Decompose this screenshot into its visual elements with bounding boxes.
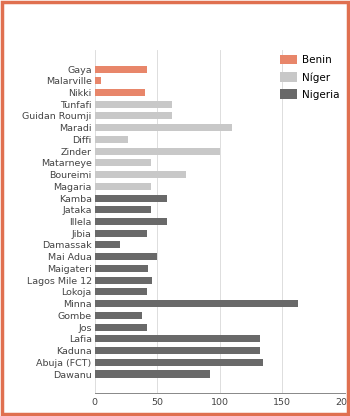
Bar (94, 265, 148, 272)
Bar (94, 218, 167, 225)
Bar (94, 300, 299, 307)
Bar (94, 347, 260, 354)
Legend: Benin, Níger, Nigeria: Benin, Níger, Nigeria (280, 55, 340, 99)
Bar (94, 253, 157, 260)
Bar (94, 359, 264, 366)
Bar (94, 312, 142, 319)
Bar (94, 277, 152, 284)
Bar (94, 136, 128, 143)
Bar (94, 371, 210, 378)
Text: Variación del precio del maíz en febrero de 2008
en comparación con el febrero d: Variación del precio del maíz en febrero… (0, 15, 350, 50)
Bar (94, 195, 167, 202)
Bar (94, 89, 145, 96)
Bar (94, 101, 172, 108)
Bar (94, 77, 101, 84)
Bar (94, 66, 147, 72)
Bar (94, 230, 147, 237)
Bar (94, 148, 220, 155)
Bar (94, 171, 186, 178)
Bar (94, 288, 147, 295)
Bar (94, 324, 147, 331)
Bar (94, 124, 232, 131)
Bar (94, 335, 260, 342)
Bar (94, 159, 151, 166)
Bar (94, 112, 172, 119)
Bar (94, 206, 151, 213)
Bar (94, 241, 120, 248)
Bar (94, 183, 151, 190)
